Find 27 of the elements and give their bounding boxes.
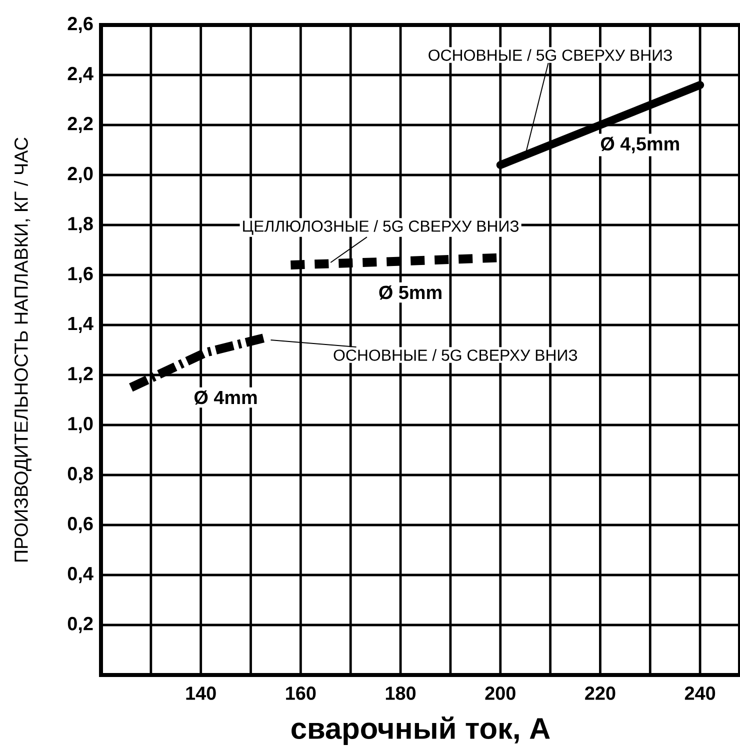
y-tick-label: 1,2 bbox=[68, 366, 93, 384]
x-tick-label: 160 bbox=[286, 686, 316, 700]
y-tick-label: 1,0 bbox=[68, 416, 93, 434]
x-tick-label: 200 bbox=[485, 686, 516, 700]
annotation: ЦЕЛЛЮЛОЗНЫЕ / 5G СВЕРХУ ВНИЗ bbox=[243, 220, 519, 235]
x-tick-label: 220 bbox=[585, 686, 616, 700]
annotation: ОСНОВНЫЕ / 5G СВЕРХУ ВНИЗ bbox=[428, 49, 672, 61]
y-tick-label: 2,0 bbox=[68, 166, 93, 184]
y-axis-title: ПРОИЗВОДИТЕЛЬНОСТЬ НАПЛАВКИ, КГ / ЧАС bbox=[14, 138, 32, 562]
y-tick-label: 2,4 bbox=[68, 66, 94, 84]
y-tick-label: 0,6 bbox=[68, 516, 93, 534]
y-tick-label: 0,8 bbox=[68, 466, 93, 484]
y-tick-label: 2,6 bbox=[68, 16, 93, 34]
y-tick-label: 2,2 bbox=[68, 116, 93, 134]
series-label: Ø 5mm bbox=[379, 285, 442, 300]
series-label: Ø 4mm bbox=[194, 390, 257, 405]
annotation: ОСНОВНЫЕ / 5G СВЕРХУ ВНИЗ bbox=[334, 349, 578, 361]
y-tick-label: 1,4 bbox=[68, 317, 94, 333]
y-tick-label: 0,4 bbox=[68, 566, 94, 584]
x-tick-label: 140 bbox=[186, 686, 216, 700]
x-tick-label: 180 bbox=[386, 686, 416, 700]
y-tick-label: 1,8 bbox=[68, 216, 93, 234]
x-tick-label: 240 bbox=[684, 686, 716, 700]
x-axis-title: сварочный ток, А bbox=[292, 716, 550, 745]
series-label: Ø 4,5mm bbox=[600, 136, 679, 154]
y-tick-label: 1,6 bbox=[68, 266, 93, 284]
y-tick-label: 0,2 bbox=[68, 616, 93, 634]
